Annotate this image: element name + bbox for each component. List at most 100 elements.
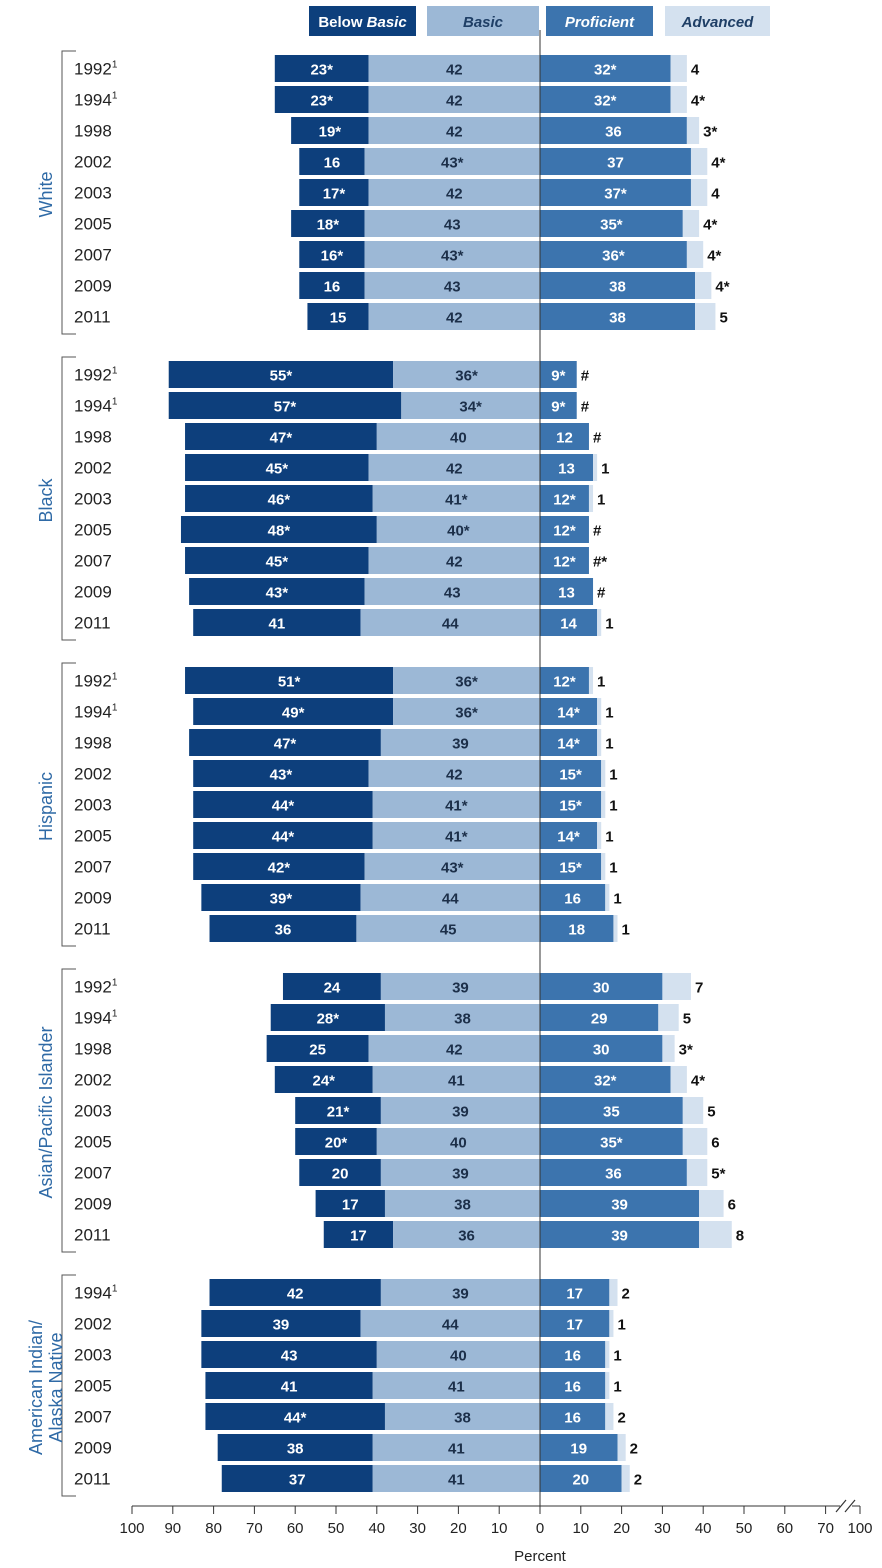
data-label-proficient: 37*: [604, 186, 627, 203]
bar-advanced: [588, 667, 594, 694]
legend-label-basic: Basic: [463, 14, 504, 31]
data-label-basic: 38: [454, 1011, 471, 1028]
data-label-advanced: 1: [613, 1379, 621, 1396]
data-label-below-basic: 38: [287, 1441, 304, 1458]
bar-row-hispanic-1998: 1998 47* 39 14* 1: [74, 729, 614, 756]
group-black: Black 19921 55* 36* 9* #19941 57* 34* 9* #1998 47*…: [36, 356, 614, 641]
bar-row-asian-pacific-islander-2005: 2005 20* 40 35* 6: [74, 1128, 720, 1155]
data-label-advanced: #: [593, 523, 602, 540]
bar-below-basic: [282, 973, 381, 1000]
bar-basic: [380, 1279, 540, 1306]
bar-below-basic: [209, 1279, 381, 1306]
data-label-below-basic: 24: [324, 980, 341, 997]
bar-basic: [364, 272, 540, 299]
bar-below-basic: [193, 822, 373, 849]
bar-below-basic: [299, 1159, 381, 1186]
data-label-proficient: 32*: [594, 62, 617, 79]
bar-below-basic: [217, 1434, 373, 1461]
data-label-advanced: #*: [593, 554, 607, 571]
bar-row-hispanic-1994: 19941 49* 36* 14* 1: [74, 698, 614, 725]
data-label-proficient: 12*: [553, 674, 576, 691]
data-label-below-basic: 25: [309, 1042, 326, 1059]
bar-proficient: [540, 1190, 700, 1217]
data-label-proficient: 35*: [600, 217, 623, 234]
data-label-proficient: 15*: [559, 860, 582, 877]
bar-row-black-2005: 2005 48* 40* 12* #: [74, 516, 602, 543]
data-label-basic: 45: [440, 922, 457, 939]
bar-row-black-2009: 2009 43* 43 13 #: [74, 578, 606, 605]
data-label-advanced: 1: [605, 829, 613, 846]
data-label-proficient: 32*: [594, 1073, 617, 1090]
bar-basic: [393, 698, 540, 725]
bar-advanced: [609, 1310, 614, 1337]
data-label-below-basic: 44*: [272, 829, 295, 846]
data-label-basic: 43: [444, 585, 461, 602]
year-label: 2011: [74, 614, 111, 633]
bar-proficient: [540, 915, 614, 942]
bar-below-basic: [193, 698, 394, 725]
bar-proficient: [540, 578, 594, 605]
bar-advanced: [686, 117, 700, 144]
data-label-below-basic: 16: [324, 155, 341, 172]
data-label-basic: 36*: [455, 705, 478, 722]
data-label-basic: 43*: [441, 860, 464, 877]
bar-proficient: [540, 1097, 683, 1124]
bar-basic: [372, 1066, 540, 1093]
data-label-below-basic: 23*: [310, 62, 333, 79]
bar-row-asian-pacific-islander-2002: 2002 24* 41 32* 4*: [74, 1066, 705, 1093]
bar-row-hispanic-2007: 2007 42* 43* 15* 1: [74, 853, 618, 880]
x-tick-label: 100: [119, 1520, 144, 1537]
year-label: 2007: [74, 246, 112, 265]
x-tick-label: 20: [613, 1520, 630, 1537]
bar-row-white-2007: 2007 16* 43* 36* 4*: [74, 241, 722, 268]
bar-basic: [376, 1128, 540, 1155]
bar-basic: [368, 303, 540, 330]
data-label-below-basic: 41: [268, 616, 285, 633]
year-label: 1998: [74, 734, 112, 753]
bar-advanced: [605, 1372, 610, 1399]
x-tick-label: 10: [491, 1520, 508, 1537]
bar-basic: [372, 822, 540, 849]
bar-basic: [360, 884, 540, 911]
data-label-proficient: 36: [605, 124, 622, 141]
bar-row-asian-pacific-islander-2009: 2009 17 38 39 6: [74, 1190, 736, 1217]
group-label: Black: [36, 477, 56, 522]
bar-row-american-indian-alaska-native-2002: 2002 39 44 17 1: [74, 1310, 626, 1337]
data-label-basic: 34*: [459, 399, 482, 416]
data-label-below-basic: 19*: [319, 124, 342, 141]
data-label-basic: 36*: [455, 674, 478, 691]
group-american-indian-alaska-native: American Indian/Alaska Native 19941 42 39 17…: [26, 1274, 642, 1497]
data-label-basic: 43*: [441, 248, 464, 265]
data-label-basic: 36: [458, 1228, 475, 1245]
data-label-proficient: 15*: [559, 798, 582, 815]
bar-below-basic: [295, 1097, 381, 1124]
data-label-proficient: 14*: [557, 705, 580, 722]
group-bracket: [61, 1274, 76, 1497]
year-label: 2003: [74, 1346, 112, 1365]
bar-proficient: [540, 1465, 622, 1492]
data-label-proficient: 12*: [553, 523, 576, 540]
data-label-advanced: 1: [609, 860, 617, 877]
bar-row-asian-pacific-islander-2007: 2007 20 39 36 5*: [74, 1159, 726, 1186]
bar-basic: [376, 516, 540, 543]
bar-row-white-1994: 19941 23* 42 32* 4*: [74, 86, 705, 113]
data-label-below-basic: 16*: [321, 248, 344, 265]
data-label-basic: 41*: [445, 798, 468, 815]
group-bracket: [61, 50, 76, 335]
x-tick-label: 20: [450, 1520, 467, 1537]
bar-advanced: [605, 1341, 610, 1368]
bar-proficient: [540, 1128, 683, 1155]
data-label-advanced: 7: [695, 980, 703, 997]
bar-basic: [401, 392, 540, 419]
data-label-basic: 36*: [455, 368, 478, 385]
year-label: 2007: [74, 858, 112, 877]
year-label: 2011: [74, 308, 111, 327]
bar-advanced: [609, 1279, 618, 1306]
data-label-proficient: 16: [564, 1348, 581, 1365]
bar-below-basic: [266, 1035, 369, 1062]
data-label-basic: 40: [450, 1348, 467, 1365]
data-label-basic: 44: [442, 616, 459, 633]
bar-advanced: [662, 1035, 675, 1062]
bar-proficient: [540, 1434, 618, 1461]
bar-advanced: [686, 241, 704, 268]
